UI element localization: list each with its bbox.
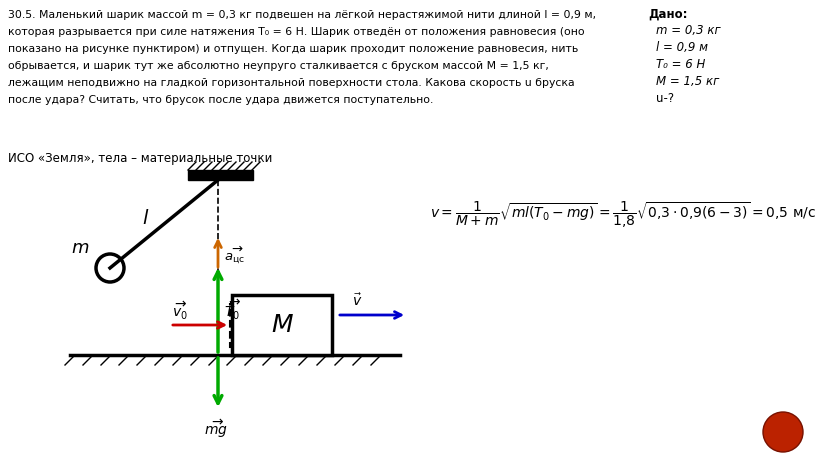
Text: $v = \dfrac{1}{M + m}\sqrt{ml(T_0 - mg)} = \dfrac{1}{1{,}8}\sqrt{0{,}3 \cdot 0{,: $v = \dfrac{1}{M + m}\sqrt{ml(T_0 - mg)}…	[430, 200, 816, 230]
Circle shape	[763, 412, 803, 452]
Text: $m$: $m$	[71, 239, 89, 257]
Text: T₀ = 6 Н: T₀ = 6 Н	[656, 58, 705, 71]
Text: m = 0,3 кг: m = 0,3 кг	[656, 24, 721, 37]
Bar	[230, 303, 248, 347]
Text: после удара? Считать, что брусок после удара движется поступательно.: после удара? Считать, что брусок после у…	[8, 95, 433, 105]
Text: которая разрывается при силе натяжения T₀ = 6 Н. Шарик отведён от положения равн: которая разрывается при силе натяжения T…	[8, 27, 584, 37]
Text: l = 0,9 м: l = 0,9 м	[656, 41, 708, 54]
Text: M = 1,5 кг: M = 1,5 кг	[656, 75, 719, 88]
Text: Дано:: Дано:	[648, 8, 688, 21]
Text: $\overrightarrow{a_{\text{цс}}}$: $\overrightarrow{a_{\text{цс}}}$	[224, 245, 245, 266]
Text: 30.5. Маленький шарик массой m = 0,3 кг подвешен на лёгкой нерастяжимой нити дли: 30.5. Маленький шарик массой m = 0,3 кг …	[8, 10, 596, 20]
Text: $l$: $l$	[142, 209, 149, 229]
Text: показано на рисунке пунктиром) и отпущен. Когда шарик проходит положение равнове: показано на рисунке пунктиром) и отпущен…	[8, 44, 579, 54]
Text: обрывается, и шарик тут же абсолютно неупруго сталкивается с бруском массой M = : обрывается, и шарик тут же абсолютно неу…	[8, 61, 549, 71]
Text: $\overrightarrow{v_0}$: $\overrightarrow{v_0}$	[172, 300, 188, 322]
Text: $M$: $M$	[271, 313, 294, 337]
Bar	[188, 170, 253, 180]
Text: $\vec{v}$: $\vec{v}$	[352, 293, 362, 309]
Bar	[232, 295, 332, 355]
Text: $\overrightarrow{T_0}$: $\overrightarrow{T_0}$	[224, 298, 241, 322]
Text: u-?: u-?	[656, 92, 674, 105]
Text: лежащим неподвижно на гладкой горизонтальной поверхности стола. Какова скорость : лежащим неподвижно на гладкой горизонтал…	[8, 78, 574, 88]
Text: $\overrightarrow{mg}$: $\overrightarrow{mg}$	[204, 417, 228, 440]
Text: ИСО «Земля», тела – материальные точки: ИСО «Земля», тела – материальные точки	[8, 152, 273, 165]
